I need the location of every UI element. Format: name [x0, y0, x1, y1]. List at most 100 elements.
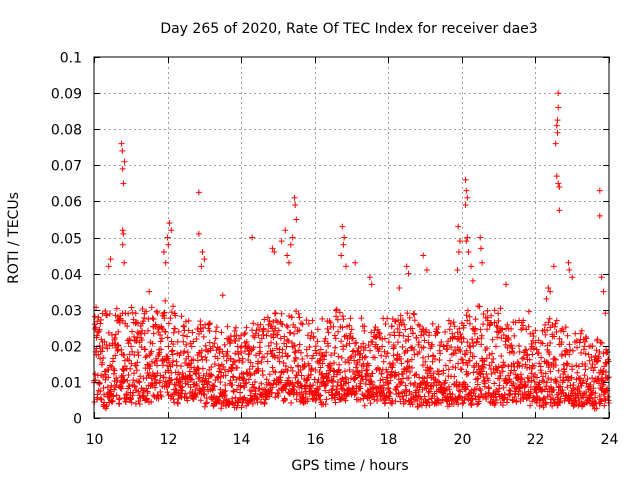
data-point: [488, 370, 495, 377]
data-point: [284, 367, 291, 374]
data-point: [275, 327, 282, 334]
data-point: [545, 359, 552, 366]
data-point: [358, 343, 365, 350]
data-point: [462, 393, 469, 400]
data-point: [256, 339, 263, 346]
data-point: [404, 310, 411, 317]
data-point: [460, 399, 467, 406]
data-point: [190, 356, 197, 363]
data-point: [519, 355, 526, 362]
data-point: [490, 390, 497, 397]
data-point: [135, 378, 142, 385]
data-point: [99, 344, 106, 351]
data-point: [230, 387, 237, 394]
data-point: [113, 305, 120, 312]
data-point: [237, 344, 244, 351]
data-point: [561, 368, 568, 375]
data-point: [273, 345, 280, 352]
data-point: [509, 345, 516, 352]
data-point: [451, 323, 458, 330]
data-point: [499, 368, 506, 375]
data-point: [323, 396, 330, 403]
data-point: [202, 400, 209, 407]
data-point: [470, 369, 477, 376]
data-point: [332, 335, 339, 342]
data-point: [393, 372, 400, 379]
data-point: [127, 365, 134, 372]
data-point: [385, 380, 392, 387]
data-point: [556, 335, 563, 342]
data-point: [95, 314, 102, 321]
data-point: [284, 377, 291, 384]
data-point: [416, 374, 423, 381]
data-point: [201, 386, 208, 393]
data-point: [479, 368, 486, 375]
data-point: [465, 248, 472, 255]
data-point: [478, 332, 485, 339]
y-tick-label: 0.04: [51, 268, 82, 284]
data-point: [587, 381, 594, 388]
data-point: [167, 315, 174, 322]
data-point: [533, 399, 540, 406]
data-point: [530, 345, 537, 352]
data-point: [289, 234, 296, 241]
data-point: [261, 399, 268, 406]
data-point: [178, 384, 185, 391]
data-point: [483, 394, 490, 401]
data-point: [292, 324, 299, 331]
data-point: [130, 389, 137, 396]
data-point: [252, 390, 259, 397]
data-point: [509, 397, 516, 404]
data-point: [421, 393, 428, 400]
data-point: [423, 326, 430, 333]
data-point: [247, 371, 254, 378]
data-point: [309, 317, 316, 324]
data-point: [245, 343, 252, 350]
data-point: [257, 398, 264, 405]
data-point: [449, 363, 456, 370]
data-point: [455, 387, 462, 394]
data-point: [421, 337, 428, 344]
data-point: [523, 346, 530, 353]
data-point: [330, 360, 337, 367]
data-point: [507, 378, 514, 385]
data-point: [98, 396, 105, 403]
data-points: [91, 90, 612, 412]
data-point: [542, 331, 549, 338]
data-point: [394, 339, 401, 346]
data-point: [153, 380, 160, 387]
data-point: [352, 364, 359, 371]
data-point: [405, 374, 412, 381]
data-point: [312, 366, 319, 373]
data-point: [431, 355, 438, 362]
data-point: [476, 385, 483, 392]
data-point: [203, 357, 210, 364]
data-point: [444, 345, 451, 352]
data-point: [457, 348, 464, 355]
data-point: [115, 342, 122, 349]
data-point: [419, 362, 426, 369]
data-point: [334, 316, 341, 323]
data-point: [185, 353, 192, 360]
data-point: [552, 356, 559, 363]
data-point: [95, 351, 102, 358]
data-point: [436, 368, 443, 375]
x-tick-label: 10: [86, 432, 104, 448]
data-point: [162, 297, 169, 304]
data-point: [397, 355, 404, 362]
data-point: [473, 338, 480, 345]
data-point: [527, 330, 534, 337]
data-point: [166, 220, 173, 227]
data-point: [569, 274, 576, 281]
data-point: [204, 399, 211, 406]
data-point: [121, 259, 128, 266]
data-point: [115, 328, 122, 335]
data-point: [343, 332, 350, 339]
data-point: [340, 316, 347, 323]
data-point: [464, 234, 471, 241]
data-point: [450, 319, 457, 326]
data-point: [232, 337, 239, 344]
data-point: [542, 321, 549, 328]
data-point: [297, 349, 304, 356]
data-point: [310, 352, 317, 359]
